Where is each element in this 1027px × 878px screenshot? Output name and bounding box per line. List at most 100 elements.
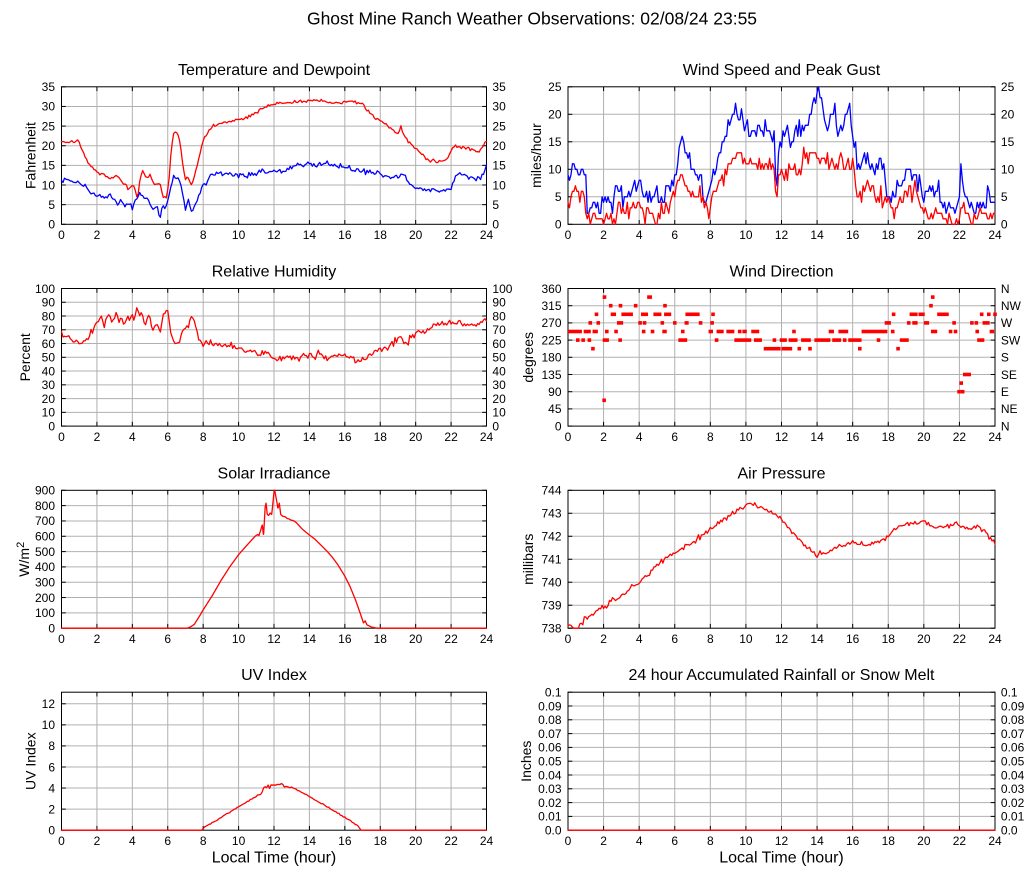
svg-text:10: 10 — [1001, 163, 1015, 177]
svg-text:0.04: 0.04 — [538, 768, 562, 782]
svg-text:0: 0 — [1001, 218, 1008, 232]
svg-text:360: 360 — [541, 282, 561, 296]
svg-text:0: 0 — [565, 632, 572, 646]
svg-text:22: 22 — [953, 632, 967, 646]
svg-text:800: 800 — [35, 499, 55, 513]
svg-text:14: 14 — [810, 632, 824, 646]
svg-text:Solar Irradiance: Solar Irradiance — [218, 465, 331, 482]
svg-text:5: 5 — [1001, 190, 1008, 204]
svg-text:14: 14 — [810, 228, 824, 242]
svg-text:0.09: 0.09 — [538, 699, 562, 713]
svg-text:millibars: millibars — [520, 534, 536, 585]
svg-text:0.04: 0.04 — [1001, 768, 1025, 782]
svg-text:0: 0 — [58, 632, 65, 646]
svg-text:6: 6 — [671, 632, 678, 646]
svg-text:18: 18 — [374, 430, 388, 444]
svg-text:0.03: 0.03 — [1001, 782, 1025, 796]
svg-text:W/m2: W/m2 — [15, 542, 32, 577]
svg-text:4: 4 — [48, 781, 55, 795]
svg-text:20: 20 — [42, 139, 56, 153]
svg-text:Ghost Mine Ranch Weather Obser: Ghost Mine Ranch Weather Observations: 0… — [307, 9, 757, 29]
svg-text:8: 8 — [707, 632, 714, 646]
svg-text:12: 12 — [267, 228, 281, 242]
svg-text:22: 22 — [444, 430, 458, 444]
svg-text:22: 22 — [444, 834, 458, 848]
svg-text:2: 2 — [48, 802, 55, 816]
svg-text:12: 12 — [267, 632, 281, 646]
svg-text:Wind Direction: Wind Direction — [729, 264, 833, 281]
svg-text:20: 20 — [409, 430, 423, 444]
svg-text:E: E — [1001, 385, 1009, 399]
svg-text:738: 738 — [541, 622, 561, 636]
svg-text:0.08: 0.08 — [1001, 713, 1025, 727]
svg-text:18: 18 — [882, 834, 896, 848]
svg-text:22: 22 — [444, 632, 458, 646]
svg-text:80: 80 — [42, 309, 56, 323]
svg-text:10: 10 — [42, 178, 56, 192]
svg-text:740: 740 — [541, 576, 561, 590]
svg-text:N: N — [1001, 419, 1010, 433]
svg-text:N: N — [1001, 282, 1010, 296]
svg-text:0: 0 — [48, 824, 55, 838]
svg-text:14: 14 — [810, 834, 824, 848]
svg-text:20: 20 — [1001, 108, 1015, 122]
svg-text:24: 24 — [480, 632, 494, 646]
svg-text:20: 20 — [917, 228, 931, 242]
svg-text:16: 16 — [338, 834, 352, 848]
svg-text:5: 5 — [48, 198, 55, 212]
svg-text:Local Time (hour): Local Time (hour) — [719, 850, 844, 867]
svg-text:0: 0 — [565, 834, 572, 848]
svg-text:6: 6 — [164, 632, 171, 646]
svg-text:22: 22 — [953, 430, 967, 444]
svg-text:20: 20 — [917, 430, 931, 444]
svg-text:6: 6 — [164, 430, 171, 444]
svg-text:8: 8 — [200, 834, 207, 848]
svg-text:0: 0 — [555, 218, 562, 232]
svg-text:0.06: 0.06 — [538, 741, 562, 755]
svg-text:742: 742 — [541, 530, 561, 544]
svg-text:100: 100 — [35, 606, 55, 620]
svg-text:25: 25 — [548, 80, 562, 94]
svg-text:4: 4 — [636, 430, 643, 444]
svg-text:0: 0 — [58, 834, 65, 848]
svg-text:50: 50 — [42, 351, 56, 365]
svg-text:0.0: 0.0 — [1001, 824, 1018, 838]
svg-text:20: 20 — [492, 139, 506, 153]
svg-text:22: 22 — [953, 834, 967, 848]
svg-text:16: 16 — [338, 430, 352, 444]
svg-text:12: 12 — [775, 834, 789, 848]
svg-text:8: 8 — [200, 430, 207, 444]
svg-text:2: 2 — [600, 632, 607, 646]
svg-text:24: 24 — [480, 834, 494, 848]
svg-text:0.0: 0.0 — [545, 824, 562, 838]
svg-text:12: 12 — [42, 697, 56, 711]
svg-text:10: 10 — [232, 430, 246, 444]
svg-text:0.03: 0.03 — [538, 782, 562, 796]
svg-text:0.05: 0.05 — [538, 755, 562, 769]
svg-text:4: 4 — [636, 228, 643, 242]
svg-text:4: 4 — [129, 632, 136, 646]
svg-text:0.06: 0.06 — [1001, 741, 1025, 755]
svg-text:8: 8 — [48, 739, 55, 753]
svg-text:20: 20 — [917, 834, 931, 848]
svg-text:10: 10 — [739, 228, 753, 242]
svg-text:900: 900 — [35, 484, 55, 498]
svg-text:300: 300 — [35, 576, 55, 590]
svg-text:16: 16 — [846, 632, 860, 646]
svg-text:6: 6 — [671, 834, 678, 848]
svg-text:30: 30 — [42, 378, 56, 392]
svg-text:Inches: Inches — [518, 741, 534, 782]
svg-text:0: 0 — [565, 430, 572, 444]
svg-text:16: 16 — [338, 632, 352, 646]
svg-text:0: 0 — [58, 228, 65, 242]
svg-text:6: 6 — [164, 834, 171, 848]
svg-text:25: 25 — [42, 119, 56, 133]
svg-text:10: 10 — [548, 163, 562, 177]
svg-text:20: 20 — [409, 228, 423, 242]
svg-text:W: W — [1001, 316, 1013, 330]
svg-text:30: 30 — [42, 100, 56, 114]
svg-text:20: 20 — [42, 392, 56, 406]
svg-text:NE: NE — [1001, 402, 1018, 416]
svg-text:5: 5 — [492, 198, 499, 212]
svg-text:135: 135 — [541, 368, 561, 382]
